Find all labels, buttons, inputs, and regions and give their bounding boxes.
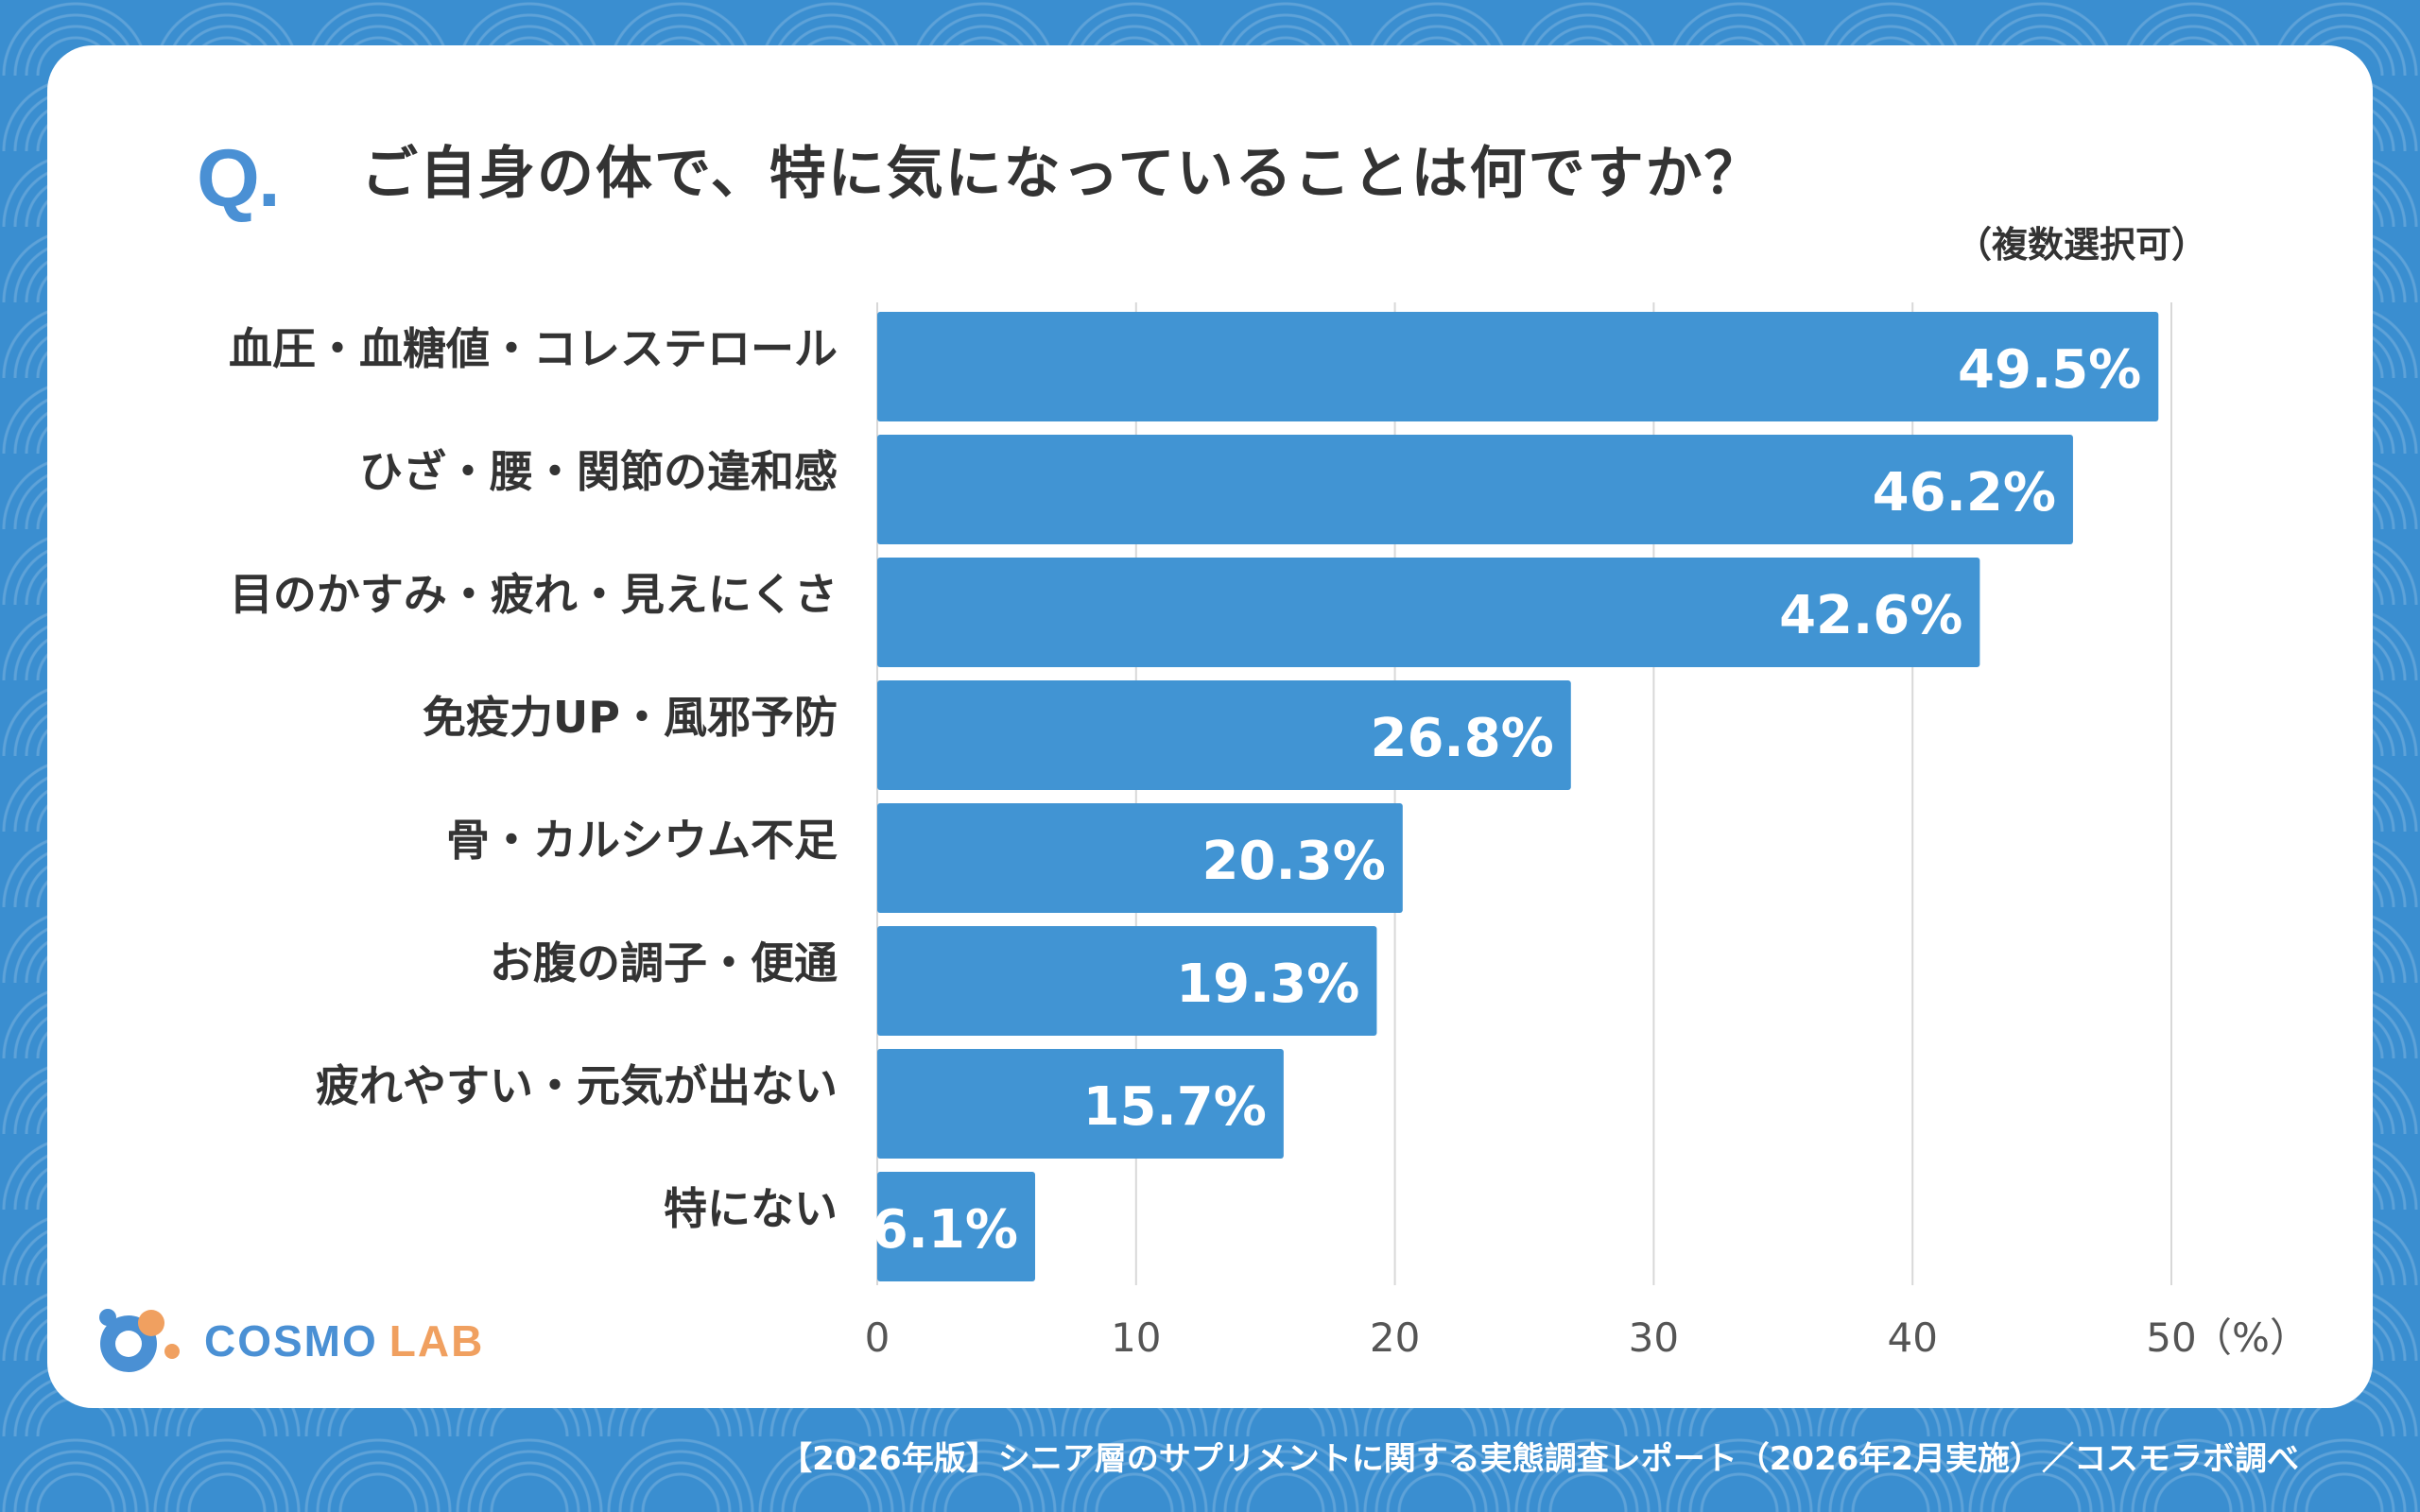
x-tick-label: 20 <box>1370 1314 1420 1361</box>
category-label: 目のかすみ・疲れ・見えにくさ <box>230 569 838 620</box>
bar-value-label: 19.3% <box>1176 954 1359 1015</box>
x-tick-label: 10 <box>1111 1314 1161 1361</box>
x-tick-label: 40 <box>1887 1314 1937 1361</box>
category-label: ひざ・腰・関節の違和感 <box>359 446 838 497</box>
multiple-choice-note: （複数選択可） <box>1955 224 2207 266</box>
bar-value-label: 6.1% <box>872 1199 1018 1261</box>
x-tick-label: 30 <box>1629 1314 1679 1361</box>
cosmo-lab-logo: COSMO LAB <box>91 1295 482 1380</box>
logo-word-cosmo: COSMO <box>204 1316 378 1366</box>
category-label: 疲れやすい・元気が出ない <box>316 1060 838 1111</box>
bar-value-label: 26.8% <box>1371 708 1554 769</box>
bar <box>877 926 1377 1036</box>
category-label: 特にない <box>664 1183 838 1234</box>
bar <box>877 1049 1284 1159</box>
category-label: 骨・カルシウム不足 <box>446 815 838 866</box>
bar <box>877 312 2159 421</box>
bar <box>877 803 1403 913</box>
bar-value-label: 15.7% <box>1083 1076 1267 1138</box>
bar <box>877 680 1571 790</box>
category-label: 免疫力UP・風邪予防 <box>423 692 838 743</box>
bar <box>877 1172 1036 1281</box>
logo-word-lab: LAB <box>389 1316 485 1366</box>
bar-value-label: 20.3% <box>1202 831 1386 892</box>
bar-value-label: 42.6% <box>1779 585 1962 646</box>
source-footer: 【2026年版】シニア層のサプリメントに関する実態調査レポート（2026年2月実… <box>780 1440 2299 1478</box>
bar <box>877 435 2073 544</box>
page-title: ご自身の体で、特に気になっていることは何ですか？ <box>361 141 1763 207</box>
category-label: お腹の調子・便通 <box>490 937 838 988</box>
bar <box>877 558 1980 667</box>
x-tick-label: 0 <box>865 1314 890 1361</box>
bar-value-label: 49.5% <box>1958 339 2141 401</box>
logo-text: COSMO LAB <box>204 1315 484 1366</box>
x-unit-label: （%） <box>2192 1314 2309 1361</box>
x-tick-label: 50 <box>2146 1314 2196 1361</box>
logo-mark-icon <box>99 1309 180 1372</box>
question-mark: Q. <box>197 133 281 224</box>
bar-value-label: 46.2% <box>1873 462 2056 524</box>
category-label: 血圧・血糖値・コレステロール <box>229 323 838 374</box>
